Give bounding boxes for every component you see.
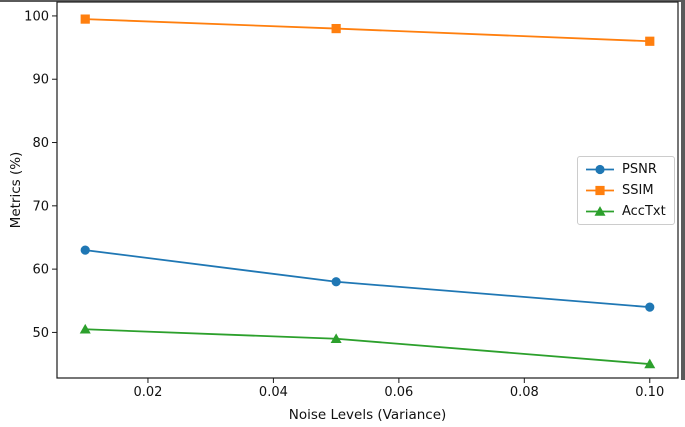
legend-square-icon <box>586 185 614 196</box>
y-tick-label: 60 <box>32 263 49 278</box>
legend-circle-icon <box>586 164 614 175</box>
legend: PSNR SSIM AccTxt <box>577 156 675 225</box>
acctxt-line <box>85 328 650 365</box>
psnr-marker <box>80 245 90 255</box>
x-tick-label: 0.10 <box>635 385 664 400</box>
legend-label-psnr: PSNR <box>622 162 657 177</box>
y-tick-label: 100 <box>24 9 49 24</box>
legend-label-ssim: SSIM <box>622 183 654 198</box>
legend-label-acctxt: AccTxt <box>622 204 666 219</box>
y-tick-label: 50 <box>32 326 49 341</box>
legend-marker-ssim <box>595 185 605 196</box>
psnr-marker <box>645 302 655 312</box>
y-axis-label: Metrics (%) <box>8 151 24 229</box>
psnr-marker <box>331 277 341 287</box>
legend-item-psnr: PSNR <box>586 162 666 177</box>
plot-border <box>56 1 679 379</box>
acctxt-marker <box>330 333 342 343</box>
ssim-marker <box>80 14 90 24</box>
legend-item-ssim: SSIM <box>586 183 666 198</box>
y-tick-label: 70 <box>32 199 49 214</box>
psnr-line <box>85 249 650 309</box>
acctxt-marker <box>79 323 91 334</box>
ssim-marker <box>645 36 655 46</box>
legend-triangle-icon <box>586 206 614 216</box>
ssim-marker <box>331 23 341 34</box>
x-tick-label: 0.04 <box>259 385 288 400</box>
x-tick-label: 0.08 <box>510 385 539 400</box>
legend-marker-acctxt <box>594 206 606 216</box>
figure-top-frame <box>0 0 685 2</box>
legend-marker-psnr <box>595 164 605 175</box>
acctxt-marker <box>644 358 656 369</box>
y-tick-label: 80 <box>32 136 49 151</box>
x-axis-label: Noise Levels (Variance) <box>288 407 447 423</box>
figure-right-frame <box>681 0 685 380</box>
legend-item-acctxt: AccTxt <box>586 204 666 219</box>
x-tick-label: 0.02 <box>133 385 162 400</box>
y-tick-label: 90 <box>32 73 49 88</box>
x-tick-label: 0.06 <box>384 385 413 400</box>
ssim-line <box>85 18 650 43</box>
